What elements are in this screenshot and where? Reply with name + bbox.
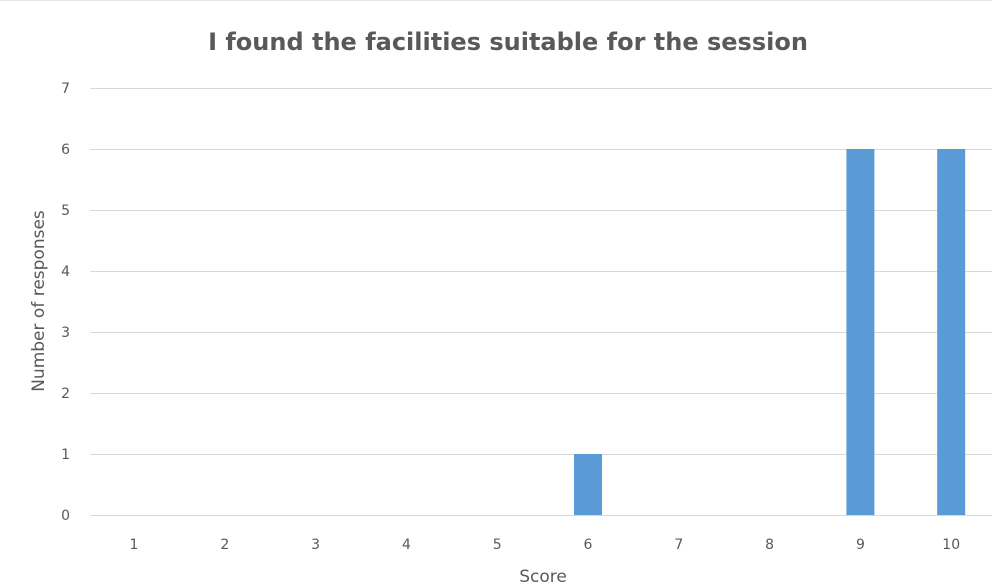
y-tick-label: 1 <box>61 447 70 463</box>
y-axis-ticks: 0 1 2 3 4 5 6 7 <box>61 81 70 524</box>
y-axis-title: Number of responses <box>29 210 49 392</box>
chart-title: I found the facilities suitable for the … <box>208 28 808 56</box>
x-tick-label: 7 <box>674 537 683 553</box>
bars <box>574 149 966 515</box>
x-axis-ticks: 1 2 3 4 5 6 7 8 9 10 <box>130 537 961 553</box>
x-tick-label: 4 <box>402 537 411 553</box>
x-tick-label: 1 <box>130 537 139 553</box>
x-tick-label: 5 <box>493 537 502 553</box>
x-tick-label: 6 <box>584 537 593 553</box>
x-axis-title: Score <box>519 567 567 587</box>
y-tick-label: 2 <box>61 386 70 402</box>
grid <box>90 88 992 516</box>
bar-score-10 <box>937 149 966 515</box>
y-tick-label: 0 <box>61 508 70 524</box>
x-tick-label: 3 <box>311 537 320 553</box>
x-tick-label: 2 <box>220 537 229 553</box>
bar-score-9 <box>846 149 875 515</box>
x-tick-label: 8 <box>765 537 774 553</box>
bar-score-6 <box>574 454 602 515</box>
y-tick-label: 4 <box>61 264 70 280</box>
x-tick-label: 10 <box>942 537 960 553</box>
y-tick-label: 7 <box>61 81 70 97</box>
y-tick-label: 6 <box>61 142 70 158</box>
x-tick-label: 9 <box>856 537 865 553</box>
y-tick-label: 3 <box>61 325 70 341</box>
y-tick-label: 5 <box>61 203 70 219</box>
